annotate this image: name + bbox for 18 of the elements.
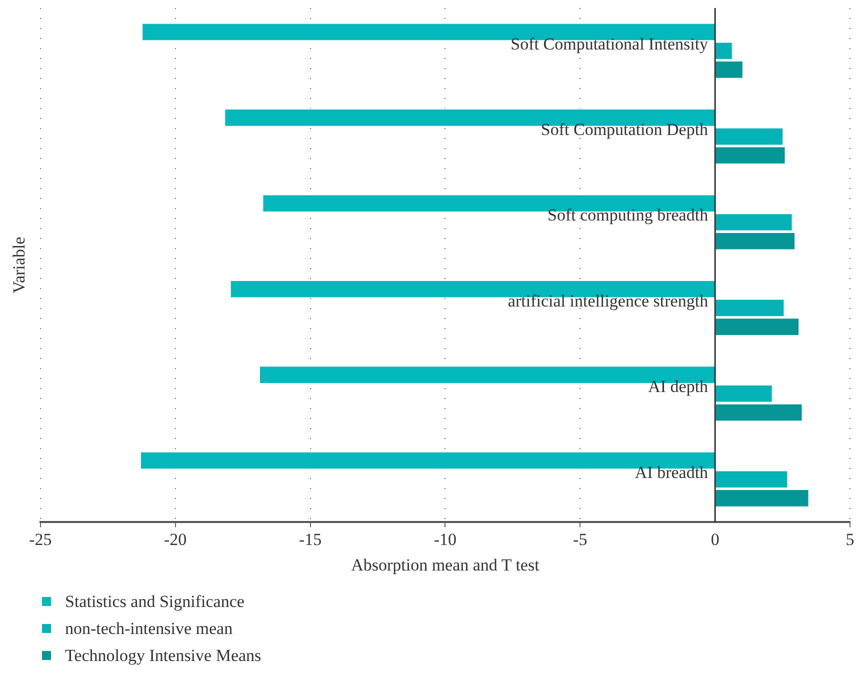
y-tick-label: artificial intelligence strength [508,291,709,310]
x-axis-title: Absorption mean and T test [351,555,540,574]
x-tick-label: -15 [298,530,322,549]
y-axis-title: Variable [10,236,29,294]
y-tick-label: AI depth [648,377,709,396]
x-tick-label: -20 [164,530,187,549]
x-tick-label: -5 [573,530,588,549]
y-tick-label: Soft Computational Intensity [510,34,709,54]
legend-label: non-tech-intensive mean [65,618,233,640]
x-tick-label: 0 [710,530,720,549]
legend-label: Technology Intensive Means [65,645,262,667]
y-tick-label: AI breadth [634,462,709,482]
legend-label: Statistics and Significance [65,591,244,613]
x-tick-label: -25 [29,530,52,549]
x-tick-label: -10 [434,530,457,549]
y-tick-label: Soft Computation Depth [540,120,709,140]
y-tick-label: Soft computing breadth [548,206,709,225]
x-tick-label: 5 [846,530,854,549]
